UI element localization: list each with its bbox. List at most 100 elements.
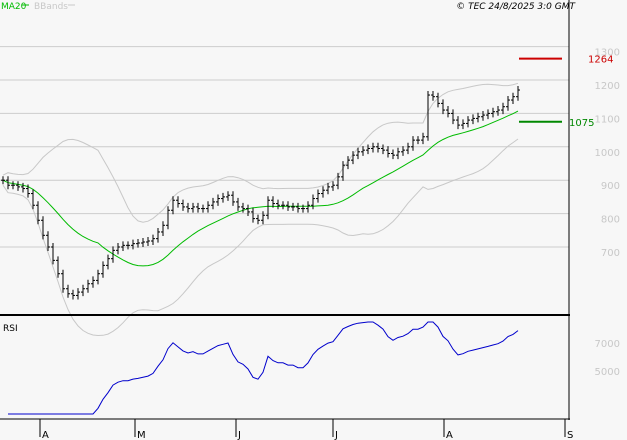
price-bar [316, 189, 320, 203]
price-bar [436, 92, 440, 108]
price-bar [36, 201, 40, 225]
price-bar [146, 236, 150, 246]
price-bar [456, 116, 460, 130]
price-bar [451, 109, 455, 125]
target-level-label: 1264 [588, 55, 613, 66]
price-bar [31, 189, 35, 210]
price-bar [306, 201, 310, 213]
price-bar [116, 242, 120, 255]
y-tick-label: 900 [601, 181, 620, 192]
price-bar [121, 241, 125, 252]
price-bar [236, 197, 240, 211]
price-bar [486, 109, 490, 120]
price-bar [66, 284, 70, 298]
rsi-tick-label: 5000 [595, 367, 620, 378]
price-bar [496, 106, 500, 116]
price-bar [411, 136, 415, 151]
x-tick-label: M [137, 430, 146, 440]
price-bar [371, 142, 375, 153]
price-bar [251, 207, 255, 223]
price-bar [61, 269, 65, 293]
x-tick-label: J [237, 430, 241, 440]
price-bar [331, 181, 335, 191]
copyright: © TEC 24/8/2025 3:0 GMT [456, 2, 576, 12]
x-tick-label: A [446, 430, 453, 440]
price-bar [266, 196, 270, 220]
price-bar [376, 142, 380, 153]
price-bar [186, 202, 190, 213]
price-bar [141, 237, 145, 247]
price-bar [271, 196, 275, 208]
price-bar [106, 254, 110, 270]
price-bar [256, 214, 260, 225]
price-bar [196, 202, 200, 213]
price-bar [111, 246, 115, 263]
price-bar [201, 204, 205, 213]
price-bar [241, 202, 245, 213]
price-bar [101, 261, 105, 278]
price-bar [221, 192, 225, 203]
price-bar [226, 191, 230, 201]
price-bar [466, 116, 470, 128]
price-bar [351, 151, 355, 165]
price-bar [26, 184, 30, 198]
price-bar [341, 161, 345, 181]
price-bar [386, 146, 390, 158]
ma20-line [2, 110, 519, 267]
price-bar [311, 194, 315, 210]
price-bar [506, 96, 510, 111]
y-tick-label: 800 [601, 215, 620, 226]
lower-bollinger-band [2, 138, 519, 337]
price-bar [381, 144, 385, 155]
y-tick-label: 1200 [595, 81, 620, 92]
upper-bollinger-band [2, 82, 519, 223]
price-bar [156, 227, 160, 243]
price-bar [361, 146, 365, 156]
y-tick-label: 1300 [595, 48, 620, 59]
target-level-label: 1075 [569, 118, 594, 129]
price-bar [516, 86, 520, 101]
price-bar [441, 99, 445, 115]
price-bar [211, 197, 215, 210]
price-bar [291, 202, 295, 211]
y-tick-label: 700 [601, 248, 620, 259]
rsi-line [8, 321, 519, 415]
price-bar [136, 238, 140, 248]
price-bar [41, 216, 45, 240]
price-bar [46, 231, 50, 252]
price-bar [321, 186, 325, 198]
price-bar [461, 119, 465, 130]
price-bar [366, 144, 370, 155]
price-bar [336, 172, 340, 190]
x-tick-label: S [567, 430, 573, 440]
price-bar [391, 149, 395, 160]
y-tick-label: 1100 [595, 114, 620, 125]
price-bar [286, 201, 290, 211]
price-bar [96, 269, 100, 285]
price-bar [326, 182, 330, 195]
price-bar [21, 182, 25, 193]
rsi-label: RSI [3, 324, 18, 334]
price-bar [511, 92, 515, 105]
x-tick-label: J [334, 430, 338, 440]
price-bar [396, 147, 400, 160]
price-bar [51, 242, 55, 265]
legend-bbands: BBands [34, 2, 68, 12]
price-bar [481, 111, 485, 121]
price-bar [71, 289, 75, 300]
price-bar [231, 191, 235, 206]
price-bar [161, 221, 165, 236]
price-bar [206, 201, 210, 213]
price-bar [11, 181, 15, 190]
x-tick-label: A [42, 430, 49, 440]
price-bar [356, 147, 360, 160]
price-bar [6, 176, 10, 190]
rsi-tick-label: 7000 [595, 339, 620, 350]
price-bar [171, 196, 175, 215]
price-bar [176, 196, 180, 208]
price-bar [476, 112, 480, 123]
price-bar [491, 107, 495, 118]
price-bar [276, 199, 280, 210]
price-bar [131, 239, 135, 250]
